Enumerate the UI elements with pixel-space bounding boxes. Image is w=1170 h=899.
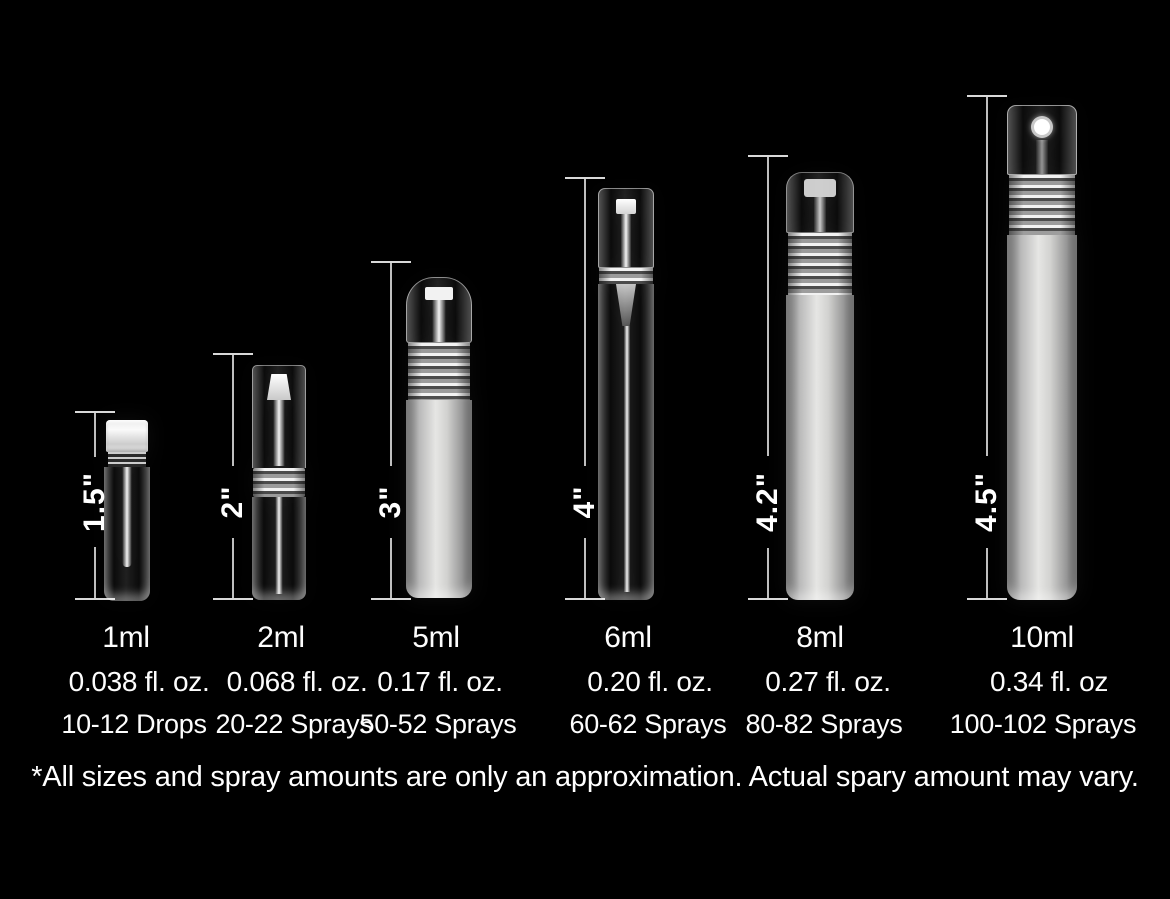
pump-actuator <box>425 287 453 300</box>
pump-stem <box>273 400 285 466</box>
bottle-body <box>252 497 306 600</box>
measure-tick-bottom <box>967 598 1007 600</box>
fl-oz-label: 0.34 fl. oz <box>989 666 1109 697</box>
height-measure-5ml: 3" <box>371 261 411 600</box>
fl-oz-label: 0.17 fl. oz. <box>377 666 503 697</box>
fl-oz-label: 0.038 fl. oz. <box>68 666 210 697</box>
vial-neck-ridges <box>108 452 146 467</box>
height-measure-6ml: 4" <box>565 177 605 600</box>
measure-tick-bottom <box>565 598 605 600</box>
measure-tick-top <box>371 261 411 263</box>
pump-stem <box>621 214 631 267</box>
pump-stem <box>1036 140 1048 174</box>
fl-oz-label: 0.27 fl. oz. <box>765 666 891 697</box>
bottle-body <box>786 295 854 600</box>
measure-line <box>94 413 96 457</box>
height-measure-10ml: 4.5" <box>967 95 1007 600</box>
bottle-photo-6ml <box>598 188 654 600</box>
height-label: 4" <box>568 485 601 519</box>
pump-neck <box>616 284 636 326</box>
measure-tick-top <box>748 155 788 157</box>
spray-overcap <box>252 365 306 468</box>
amount-label: 60-62 Sprays <box>569 709 727 739</box>
height-label: 4.2" <box>751 472 784 532</box>
measure-line <box>232 355 234 466</box>
spray-cap <box>406 277 472 343</box>
measure-line <box>584 538 586 598</box>
measure-tick-top <box>213 353 253 355</box>
pump-stem <box>814 197 826 232</box>
height-measure-2ml: 2" <box>213 353 253 600</box>
spray-cap <box>786 172 854 233</box>
measure-line <box>986 97 988 456</box>
measure-line <box>232 538 234 598</box>
pump-collar <box>599 268 653 284</box>
amount-label: 10-12 Drops <box>61 709 207 739</box>
dip-tube <box>275 497 283 594</box>
bottle-photo-2ml <box>252 365 306 600</box>
bottle-body <box>104 467 150 601</box>
amount-label: 100-102 Sprays <box>949 709 1137 739</box>
pump-collar <box>408 343 470 400</box>
bottle-photo-1ml <box>104 420 150 601</box>
volume-label: 1ml <box>102 621 150 654</box>
volume-label: 8ml <box>796 621 844 654</box>
pump-stem <box>432 300 446 342</box>
fl-oz-label: 0.20 fl. oz. <box>587 666 713 697</box>
pump-collar <box>788 233 852 295</box>
spray-nozzle <box>1031 116 1053 138</box>
pump-collar <box>253 468 305 497</box>
applicator-tube <box>122 467 132 567</box>
pump-collar <box>1009 175 1075 235</box>
pump-actuator <box>267 374 291 400</box>
vial-cap <box>106 420 148 452</box>
height-label: 2" <box>216 485 249 519</box>
volume-label: 2ml <box>257 621 305 654</box>
height-label: 3" <box>374 485 407 519</box>
height-measure-1ml: 1.5" <box>75 411 115 600</box>
measure-tick-top <box>75 411 115 413</box>
bottle-body <box>598 284 654 600</box>
fl-oz-label: 0.068 fl. oz. <box>226 666 368 697</box>
bottle-body <box>406 400 472 598</box>
measure-line <box>767 548 769 598</box>
spray-cap <box>598 188 654 268</box>
bottle-photo-5ml <box>406 277 472 598</box>
volume-label: 10ml <box>1010 621 1074 654</box>
pump-actuator <box>616 199 636 214</box>
measure-line <box>390 538 392 598</box>
measure-tick-bottom <box>75 598 115 600</box>
disclaimer-footnote: *All sizes and spray amounts are only an… <box>31 761 1139 793</box>
measure-line <box>584 179 586 466</box>
measure-tick-bottom <box>213 598 253 600</box>
volume-label: 5ml <box>412 621 460 654</box>
spray-cap <box>1007 105 1077 175</box>
measure-line <box>767 157 769 456</box>
amount-label: 20-22 Sprays <box>215 709 373 739</box>
dip-tube <box>624 326 631 592</box>
measure-tick-bottom <box>371 598 411 600</box>
measure-line <box>986 548 988 598</box>
measure-line <box>390 263 392 466</box>
amount-label: 50-52 Sprays <box>359 709 517 739</box>
measure-tick-bottom <box>748 598 788 600</box>
height-label: 4.5" <box>970 472 1003 532</box>
volume-label: 6ml <box>604 621 652 654</box>
measure-line <box>94 547 96 598</box>
measure-tick-top <box>565 177 605 179</box>
amount-label: 80-82 Sprays <box>745 709 903 739</box>
bottle-photo-10ml <box>1007 105 1077 600</box>
measure-tick-top <box>967 95 1007 97</box>
pump-actuator <box>804 179 836 197</box>
bottle-photo-8ml <box>786 172 854 600</box>
height-measure-8ml: 4.2" <box>748 155 788 600</box>
bottle-body <box>1007 235 1077 600</box>
